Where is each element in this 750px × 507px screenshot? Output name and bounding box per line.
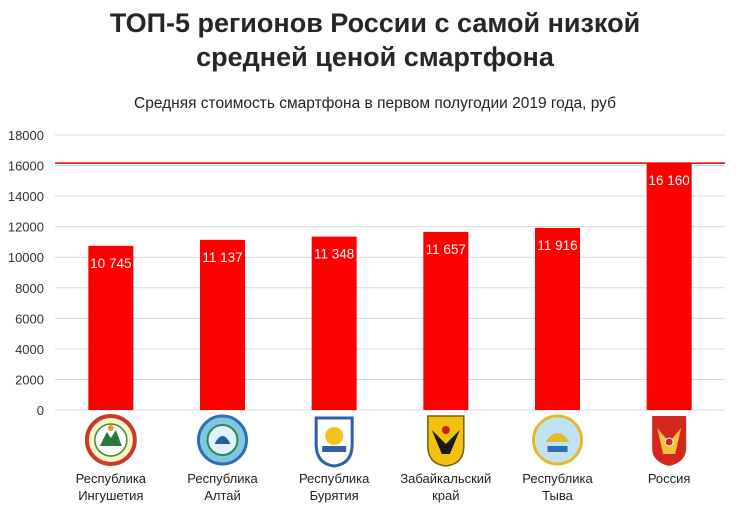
altai-emblem-icon [197,414,248,466]
x-tick-label-line: Республика [298,471,370,486]
x-tick-label-line: Россия [647,471,691,486]
buryatia-emblem-icon [314,416,354,468]
data-label: 11 916 [537,238,577,253]
y-tick-label: 2000 [15,372,44,387]
y-tick-label: 0 [37,403,44,418]
russia-emblem-icon [652,416,687,466]
data-label: 11 137 [202,250,242,265]
y-tick-label: 12000 [8,220,44,235]
y-tick-label: 10000 [8,250,44,265]
x-tick-label-line: Забайкальский [400,471,492,486]
y-tick-label: 6000 [15,311,44,326]
data-label: 10 745 [90,256,131,271]
bar [88,245,134,410]
x-tick-label-line: Тыва [542,488,573,503]
y-tick-label: 4000 [15,342,44,357]
data-label: 16 160 [649,173,690,188]
x-tick-label: Республика Алтай [163,470,283,504]
x-tick-label-line: край [432,488,460,503]
x-tick-label: Республика Бурятия [274,470,394,504]
x-tick-label-line: Республика [522,471,593,486]
x-tick-label: Республика Тыва [498,470,618,504]
bar [200,239,245,410]
x-tick-label: Республика Ингушетия [51,470,171,504]
x-tick-label-line: Бурятия [309,488,359,503]
bar [646,163,692,410]
bar [423,231,469,410]
title-line-1: ТОП-5 регионов России с самой низкой [109,8,641,38]
x-tick-label-line: Ингушетия [78,488,144,503]
x-tick-label-line: Алтай [204,488,241,503]
bar [535,227,580,410]
x-tick-label: Россия [609,470,729,487]
y-tick-label: 16000 [8,159,44,174]
ingushetia-emblem-icon [84,414,137,466]
y-tick-label: 18000 [8,128,44,143]
chart-subtitle: Средняя стоимость смартфона в первом пол… [134,95,616,112]
tuva-emblem-icon [532,414,583,466]
chart-title: ТОП-5 регионов России с самой низкой сре… [0,6,750,74]
bar [311,236,357,410]
x-tick-label-line: Республика [75,471,147,486]
y-tick-label: 8000 [15,281,44,296]
title-line-2: средней ценой смартфона [196,42,554,72]
data-label: 11 657 [426,242,466,257]
zabaykalsky-emblem-icon [427,415,465,467]
x-tick-label: Забайкальский край [386,470,506,504]
x-tick-label-line: Республика [187,471,258,486]
data-label: 11 348 [314,247,354,262]
y-tick-label: 14000 [8,189,44,204]
